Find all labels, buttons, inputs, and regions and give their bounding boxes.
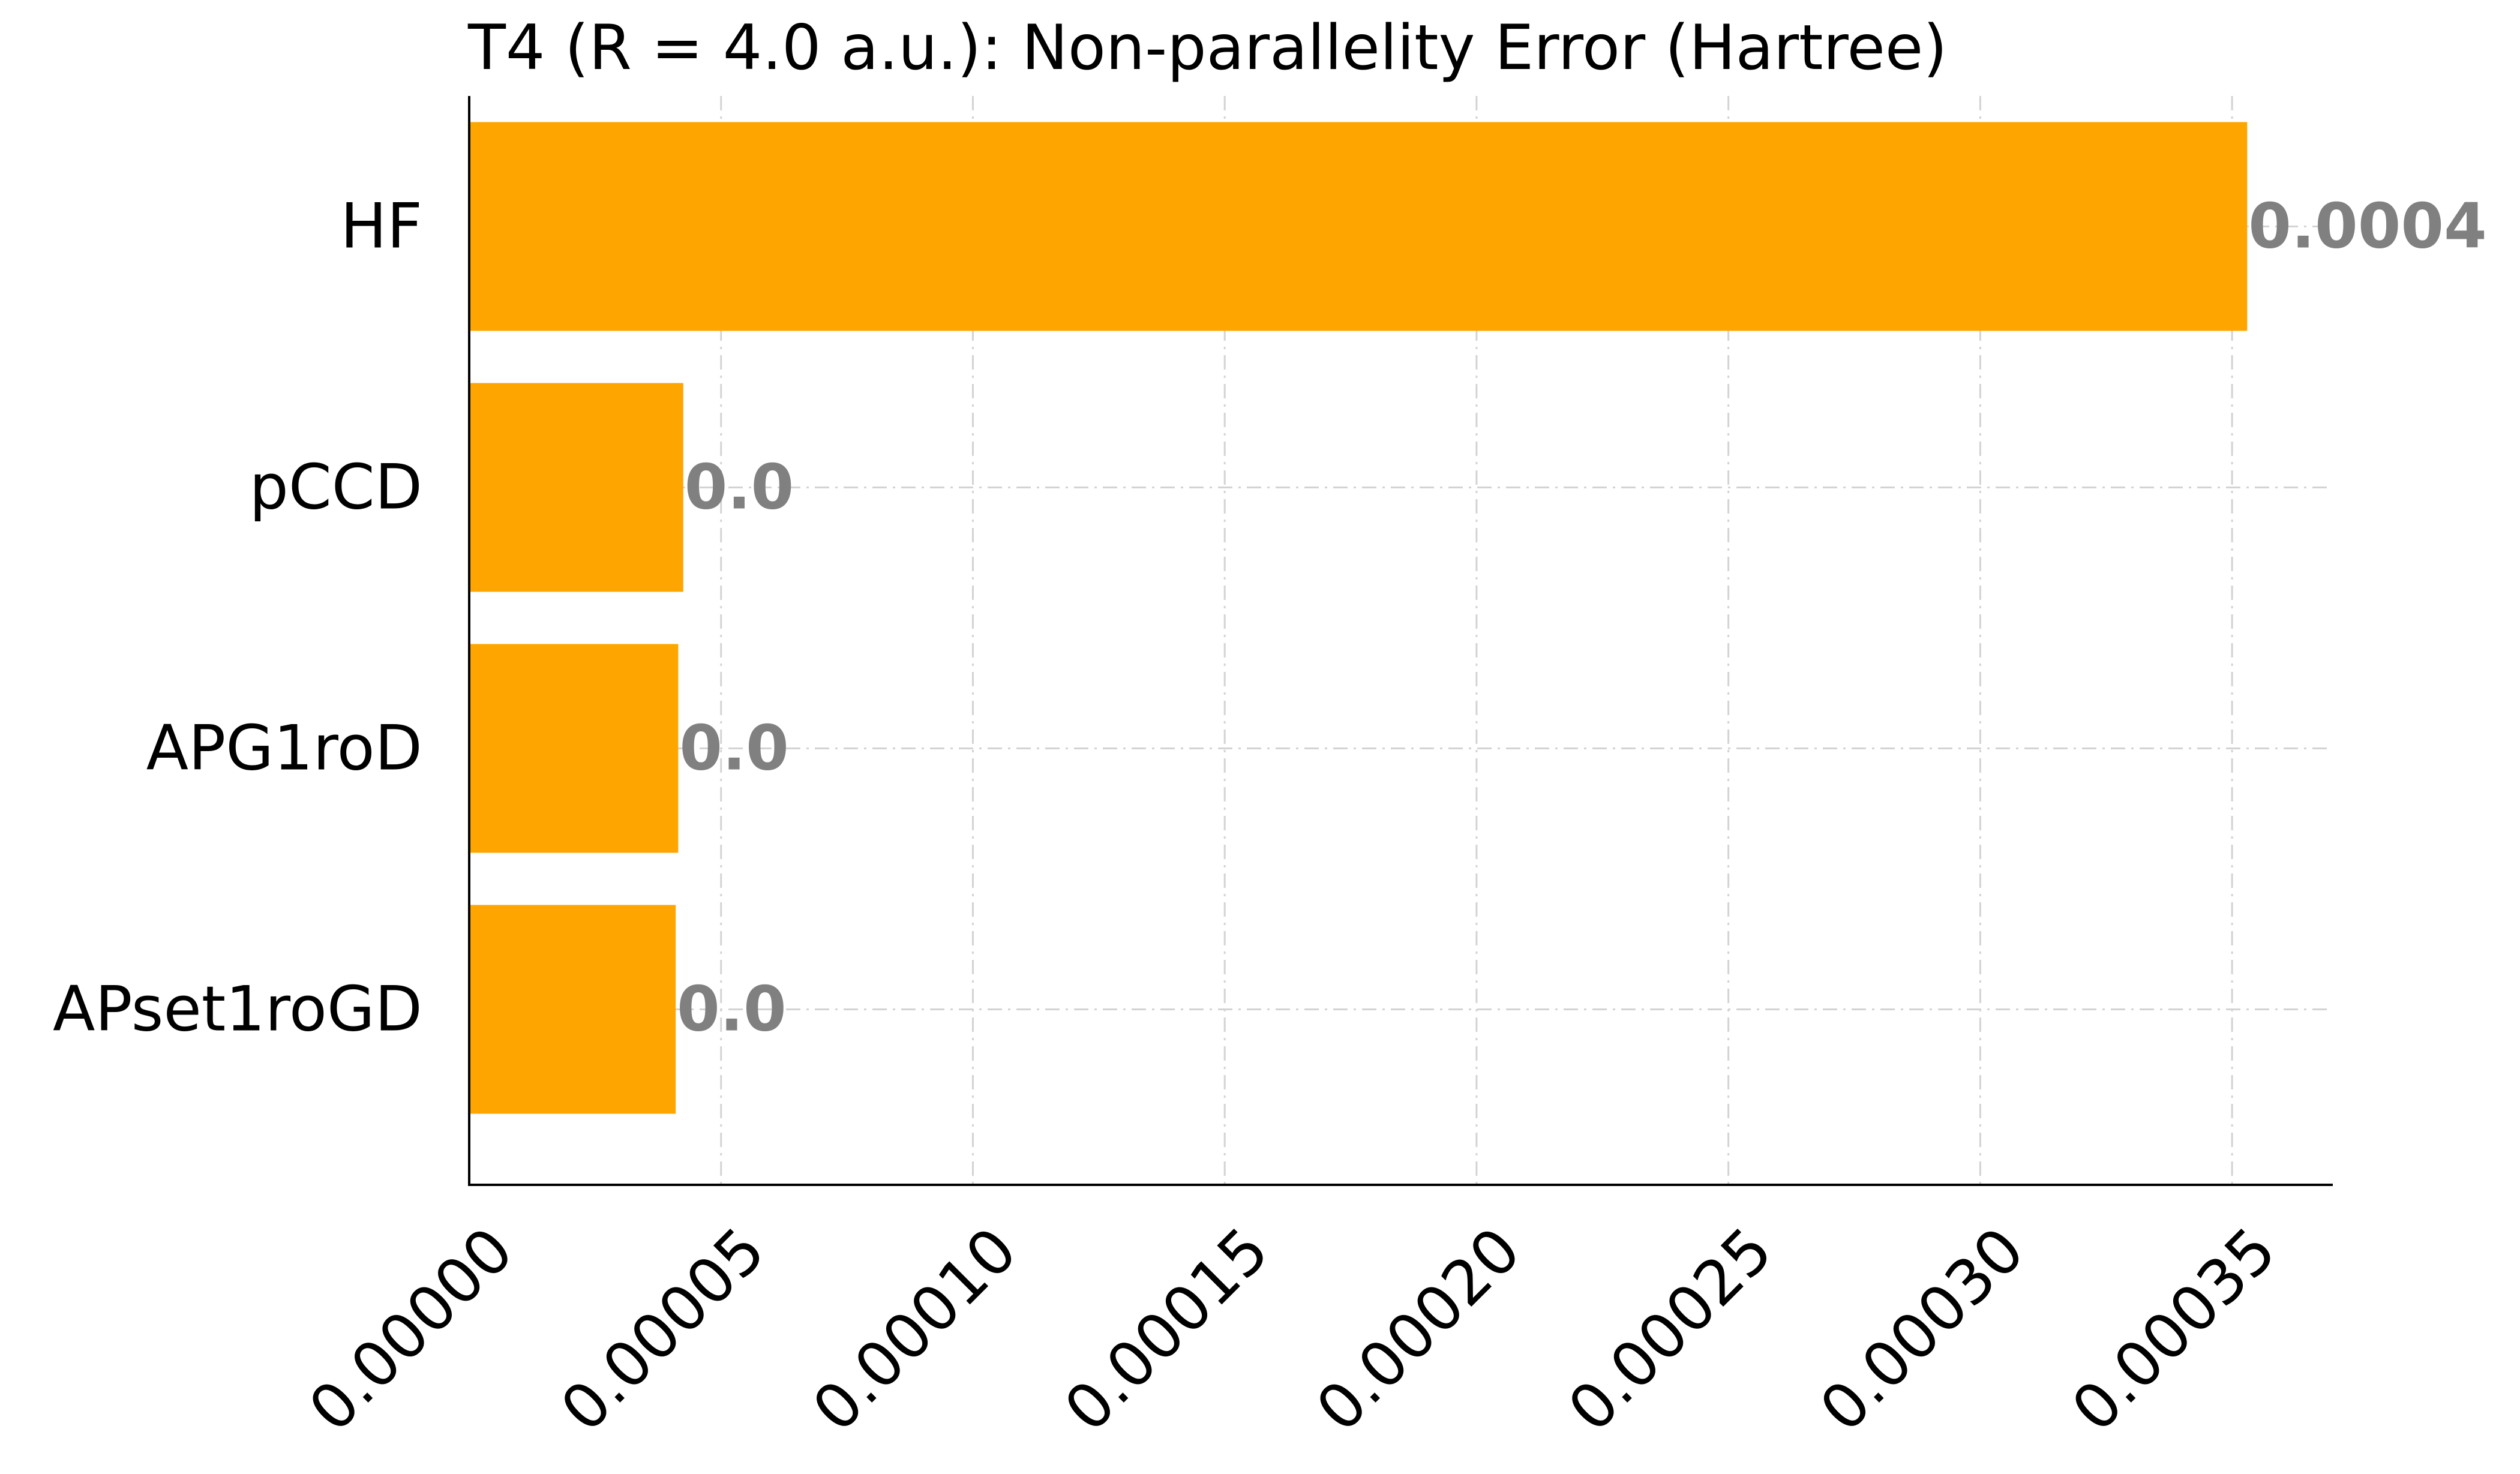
y-tick-label: APG1roD [146, 713, 422, 785]
bar [469, 122, 2248, 331]
bars-layer [469, 122, 2248, 1114]
x-tick-label: 0.00005 [547, 1214, 779, 1446]
x-tick-label: 0.00020 [1303, 1214, 1534, 1446]
axes-layer [468, 96, 2333, 1186]
bar-value-label: 0.0 [679, 713, 788, 785]
bar [469, 905, 676, 1114]
bar-value-label: 0.0 [677, 974, 786, 1046]
x-tick-label: 0.00030 [1807, 1214, 2038, 1446]
x-tick-label: 0.00000 [295, 1214, 527, 1446]
chart-title: T4 (R = 4.0 a.u.): Non-parallelity Error… [467, 12, 1947, 84]
y-tick-label: pCCD [249, 452, 422, 524]
bar-value-label: 0.0004 [2248, 191, 2486, 263]
x-tick-label: 0.00035 [2058, 1214, 2290, 1446]
x-tick-label: 0.00015 [1051, 1214, 1283, 1446]
bar [469, 644, 679, 853]
x-tick-label: 0.00010 [799, 1214, 1031, 1446]
bar [469, 383, 683, 592]
labels-layer: HF pCCD APG1roD APset1roGD 0.0004 0.0 0.0 0.0 0.… [53, 191, 2487, 1446]
y-tick-label: APset1roGD [53, 974, 422, 1046]
x-tick-label: 0.00025 [1555, 1214, 1786, 1446]
bar-value-label: 0.0 [685, 452, 794, 524]
y-tick-label: HF [340, 191, 422, 263]
